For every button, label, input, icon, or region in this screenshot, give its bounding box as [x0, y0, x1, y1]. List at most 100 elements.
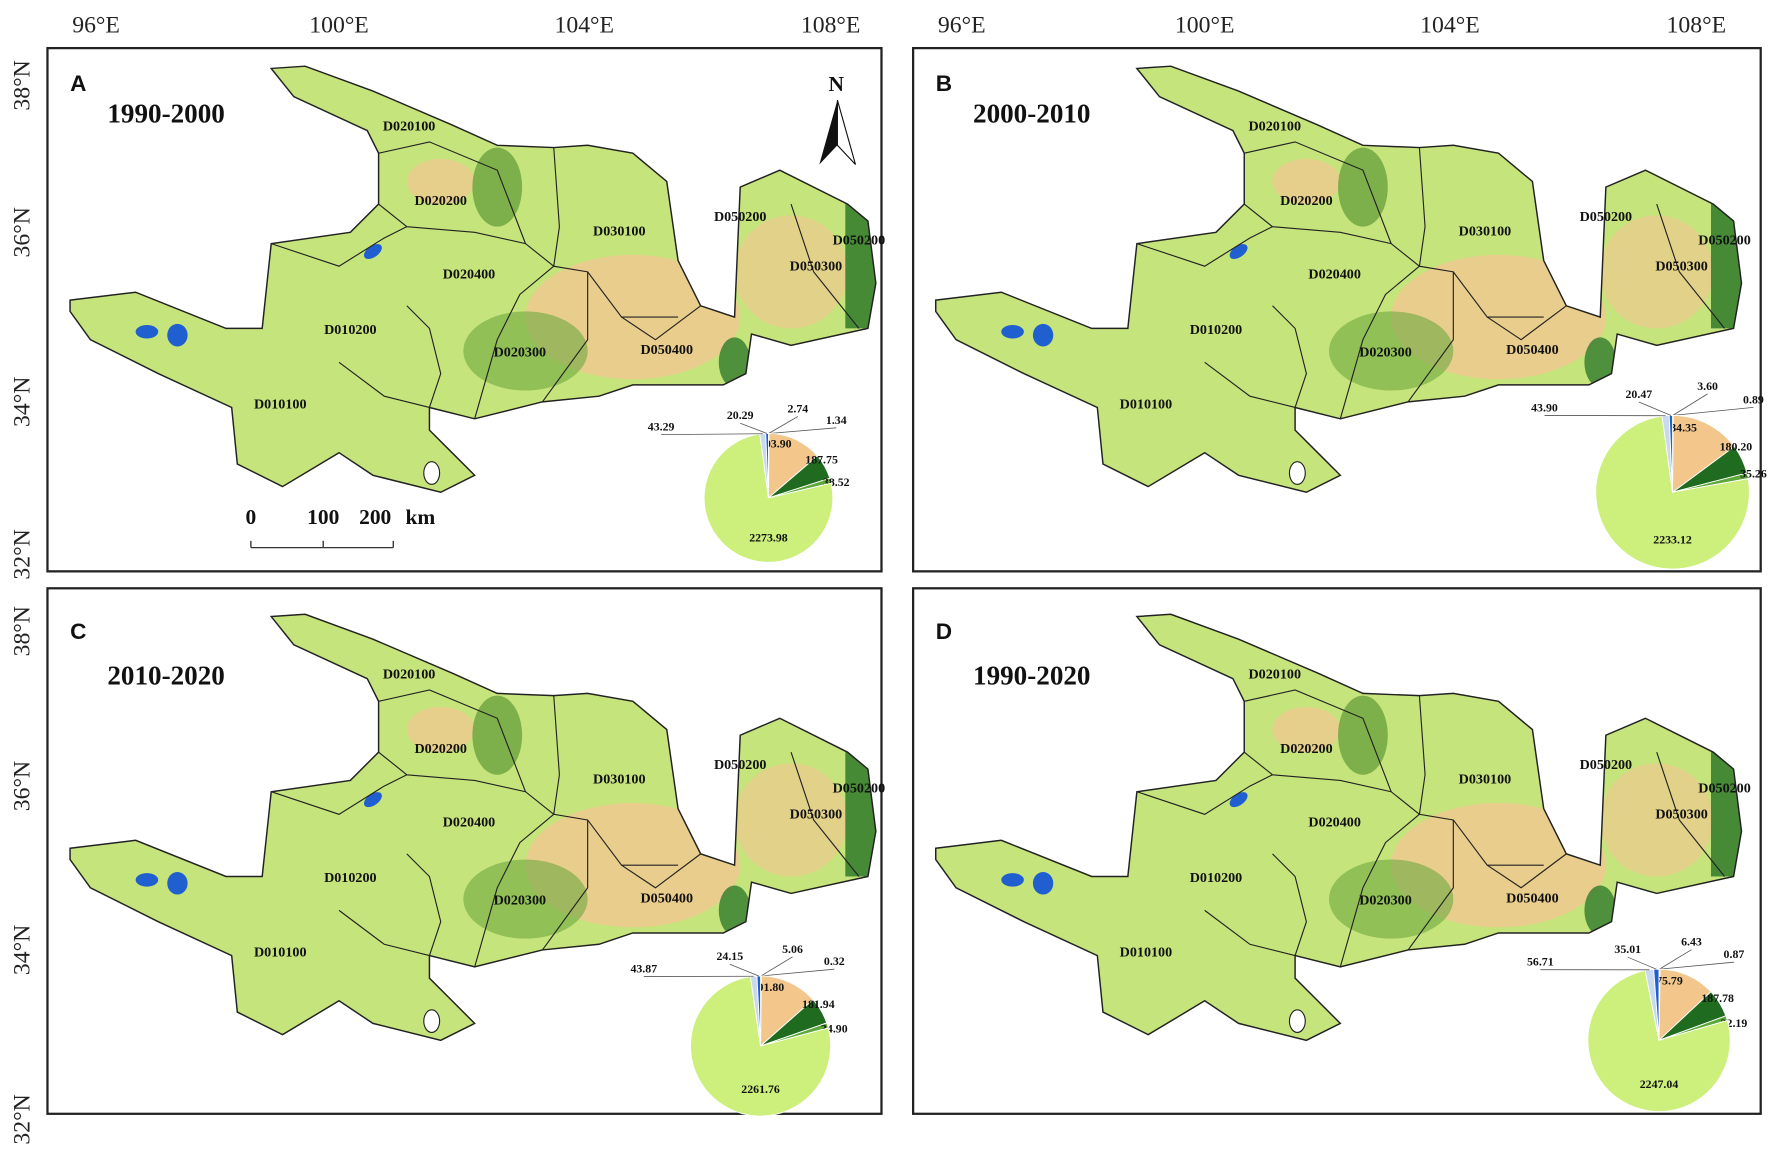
island [423, 1009, 441, 1033]
lake [363, 792, 382, 808]
region-label: D010100 [254, 945, 307, 961]
leader-line [760, 956, 793, 977]
lake [1032, 871, 1054, 895]
island [423, 461, 441, 485]
forest-area [463, 311, 588, 391]
lake [1229, 792, 1248, 808]
region-label: D050200 [714, 757, 767, 773]
region-boundary [790, 203, 860, 329]
region-label: D050200 [1698, 781, 1751, 797]
region-label: D050400 [640, 890, 693, 906]
lake [1032, 323, 1054, 347]
region-boundary [1244, 689, 1392, 792]
pie-value-label: 1.34 [826, 413, 847, 427]
lake [167, 323, 188, 347]
forest-area [463, 859, 588, 939]
leader-line [768, 416, 799, 434]
longitude-label: 100°E [1175, 12, 1235, 38]
forest-area [1338, 147, 1388, 227]
panel-period: 2010-2020 [107, 660, 224, 690]
pie-value-label: 43.29 [648, 420, 675, 434]
leader-line [1659, 961, 1734, 970]
region-boundary [1136, 774, 1273, 815]
pie-value-label: 0.32 [824, 954, 845, 968]
region-label: D050300 [790, 259, 843, 275]
latitude-label: 38°N [9, 60, 35, 110]
region-boundary [621, 853, 702, 889]
pie-slice [768, 433, 819, 499]
panel-frame [911, 46, 1762, 573]
region-label: D020300 [494, 344, 547, 360]
region-boundary [1204, 909, 1296, 957]
region-boundary [378, 751, 555, 815]
pie-value-label: 2233.12 [1653, 532, 1692, 546]
region-label: D030100 [1459, 224, 1512, 240]
cropland-area [1600, 215, 1714, 329]
region-boundary [541, 271, 589, 403]
basin-outline [69, 613, 877, 1042]
region-boundary [378, 203, 555, 267]
region-boundary [1272, 853, 1307, 956]
region-boundary [1486, 305, 1567, 341]
map-panel: D020100 D020200 D030100 D050200 D050200 D0503… [69, 65, 886, 563]
pie-value-label: 35.26 [1740, 466, 1767, 480]
lake [363, 244, 382, 259]
pie-value-label: 2273.98 [749, 530, 788, 544]
leader-line [740, 422, 768, 434]
panel-frame [46, 587, 883, 1115]
forest-area [472, 695, 523, 775]
pie-slice [765, 433, 769, 498]
region-label: D050200 [1580, 757, 1633, 773]
lake [1229, 244, 1248, 259]
north-arrow [819, 100, 838, 165]
longitude-label: 108°E [1667, 12, 1727, 38]
region-boundary [378, 689, 527, 792]
panel-letter: A [70, 71, 86, 96]
forest-area [472, 147, 523, 227]
leader-line [1638, 401, 1672, 416]
pie-value-label: 20.47 [1626, 387, 1653, 401]
region-label: D050200 [833, 233, 886, 249]
region-boundary [271, 774, 408, 815]
lake [1001, 324, 1024, 339]
leader-line [761, 968, 835, 977]
panel-period: 2000-2010 [973, 99, 1090, 129]
region-label: D050400 [1506, 890, 1559, 906]
region-boundary [553, 695, 679, 866]
pie-value-label: 2261.76 [741, 1082, 780, 1096]
region-boundary [1407, 271, 1454, 403]
region-label: D020200 [414, 741, 467, 757]
region-boundary [621, 305, 702, 341]
scale-label: 0 [246, 505, 257, 529]
region-label: D020400 [443, 815, 496, 831]
forest-area [1329, 859, 1454, 939]
region-boundary [1486, 853, 1567, 889]
pie-slice [1595, 415, 1750, 570]
basin-area [70, 614, 876, 1041]
region-boundary [1656, 751, 1725, 877]
region-label: D010200 [1190, 870, 1243, 886]
panel-letter: C [70, 619, 86, 644]
pie-value-label: 5.06 [782, 942, 803, 956]
region-boundary [1656, 203, 1725, 329]
region-label: D020100 [1248, 667, 1301, 683]
longitude-label: 104°E [1420, 12, 1480, 38]
basin-outline [934, 613, 1743, 1042]
north-label: N [829, 72, 845, 96]
basin-outline [69, 65, 877, 494]
basin-outline [934, 65, 1743, 494]
pie-value-label: 187.75 [805, 452, 838, 466]
region-label: D020200 [1280, 193, 1333, 209]
region-label: D010100 [254, 396, 307, 412]
scale-label: 200 [359, 505, 391, 529]
panel-period: 1990-2000 [107, 99, 224, 129]
lake [135, 873, 159, 887]
island [1288, 461, 1306, 485]
region-boundary [1204, 361, 1296, 409]
lake [167, 871, 188, 895]
region-label: D020200 [414, 193, 467, 209]
scale-label: km [405, 505, 435, 529]
pie-value-label: 2247.04 [1640, 1077, 1679, 1091]
pie-value-label: 181.94 [802, 997, 835, 1011]
